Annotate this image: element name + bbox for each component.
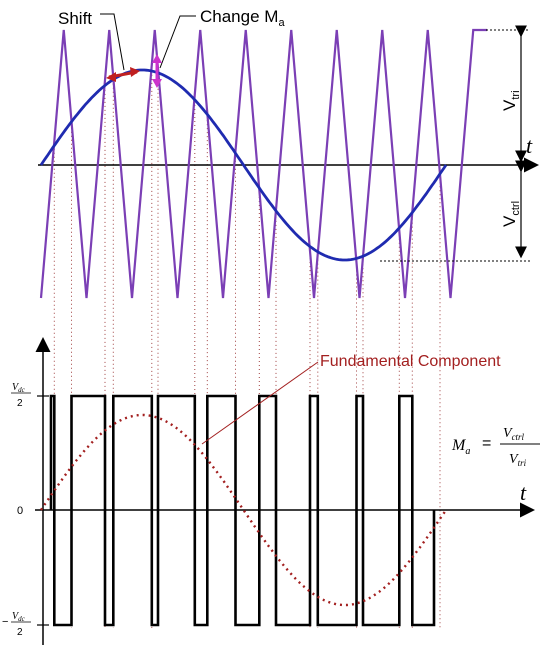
modulation-formula: Ma = Vctrl Vtri <box>451 426 540 468</box>
zero-label: 0 <box>17 505 23 517</box>
change-leader <box>159 15 196 69</box>
t-label-bottom: t <box>520 480 527 505</box>
vtri-label: Vtri <box>500 90 522 111</box>
svg-text:=: = <box>482 435 491 452</box>
svg-text:Vdc: Vdc <box>12 611 26 623</box>
svg-text:Ma: Ma <box>451 437 470 457</box>
triangle-carrier <box>39 28 487 299</box>
fundamental-leader <box>201 361 319 445</box>
t-label-top: t <box>526 133 533 158</box>
vdc-neg-label: − Vdc 2 <box>2 611 31 638</box>
svg-text:Vtri: Vtri <box>509 452 527 468</box>
change-ma-label: Change Ma <box>200 7 285 29</box>
pwm-output <box>49 394 436 627</box>
shift-arrow-left <box>106 72 116 82</box>
shift-label: Shift <box>58 9 92 28</box>
shift-leader <box>100 13 125 71</box>
change-arrow-up <box>152 54 162 63</box>
svg-text:Vctrl: Vctrl <box>503 426 525 442</box>
svg-text:2: 2 <box>17 398 23 409</box>
vctrl-label: Vctrl <box>500 201 522 227</box>
change-arrow-down <box>152 79 162 88</box>
shift-arrow-right <box>130 67 140 77</box>
vdc-pos-label: Vdc 2 <box>11 382 31 409</box>
svg-text:−: − <box>2 616 8 628</box>
control-sine <box>39 68 448 262</box>
svg-text:Vdc: Vdc <box>12 382 26 394</box>
fundamental-label: Fundamental Component <box>320 353 501 370</box>
svg-text:2: 2 <box>17 627 23 638</box>
